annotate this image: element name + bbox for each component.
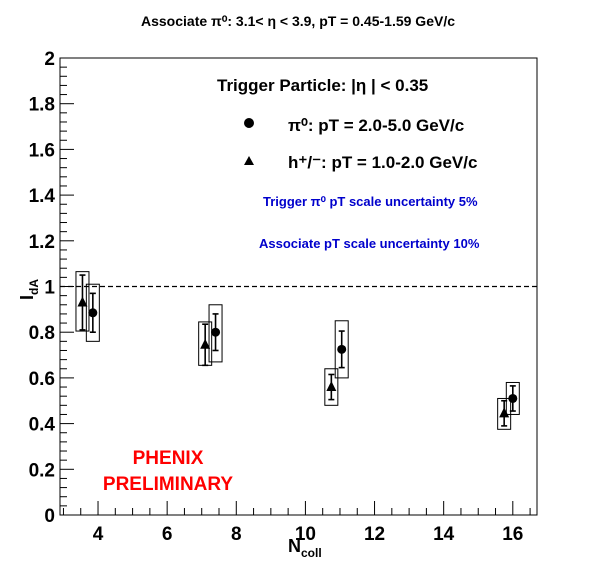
legend-triangle-marker <box>244 156 254 165</box>
legend-entry-hadron: h⁺/⁻: pT = 1.0-2.0 GeV/c <box>288 153 477 172</box>
systematic-box-series-0 <box>208 304 223 363</box>
y-tick-label: 0.2 <box>29 460 55 481</box>
systematic-box-series-0 <box>85 283 100 342</box>
annotation-phenix: PHENIX <box>133 448 204 469</box>
y-tick-label: 2 <box>44 49 55 70</box>
annotation-associate-uncertainty: Associate pT scale uncertainty 10% <box>259 236 480 251</box>
annotation-preliminary: PRELIMINARY <box>103 474 234 495</box>
data-point-circle <box>88 308 98 318</box>
x-tick-label: 14 <box>433 524 455 545</box>
data-point-circle <box>211 327 221 337</box>
legend-circle-marker <box>244 118 254 128</box>
y-tick-label: 0.8 <box>29 323 55 344</box>
y-tick-label: 1 <box>44 278 55 299</box>
systematic-box-series-1 <box>324 368 339 406</box>
x-tick-label: 10 <box>295 524 316 545</box>
data-point-circle <box>337 344 347 354</box>
x-tick-label: 16 <box>502 524 523 545</box>
y-tick-label: 1.2 <box>29 232 55 253</box>
chart-title: Associate π⁰: 3.1< η < 3.9, pT = 0.45-1.… <box>141 13 455 29</box>
y-tick-label: 1.8 <box>29 95 55 116</box>
y-tick-label: 0 <box>44 506 55 527</box>
data-point-triangle <box>77 296 88 307</box>
data-point-triangle <box>200 338 211 349</box>
x-tick-label: 4 <box>93 524 104 545</box>
legend: Trigger Particle: |η | < 0.35 π⁰: pT = 2… <box>217 76 477 172</box>
legend-title: Trigger Particle: |η | < 0.35 <box>217 76 428 95</box>
systematic-box-series-1 <box>497 397 512 430</box>
y-tick-label: 1.6 <box>29 140 55 161</box>
systematic-box-series-0 <box>334 320 349 379</box>
y-tick-label: 0.6 <box>29 369 55 390</box>
y-tick-label: 0.4 <box>29 415 56 436</box>
x-axis-label: Ncoll <box>288 536 322 560</box>
x-tick-label: 12 <box>364 524 385 545</box>
annotation-trigger-uncertainty: Trigger π⁰ pT scale uncertainty 5% <box>263 194 478 209</box>
systematic-box-series-1 <box>75 271 90 332</box>
x-tick-label: 8 <box>231 524 242 545</box>
legend-entry-pi0: π⁰: pT = 2.0-5.0 GeV/c <box>288 116 464 135</box>
data-point-triangle <box>499 407 510 418</box>
y-tick-label: 1.4 <box>29 186 56 207</box>
x-tick-label: 6 <box>162 524 173 545</box>
data-point-triangle <box>326 381 337 392</box>
y-axis-label: IdA <box>17 279 41 300</box>
